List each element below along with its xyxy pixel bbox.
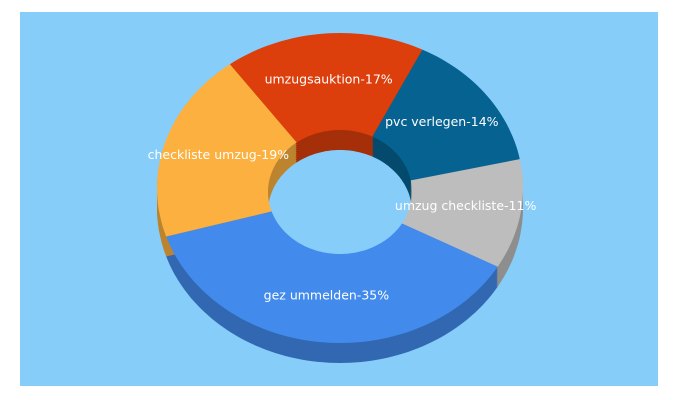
slices: [157, 33, 523, 343]
slice-label: gez ummelden-35%: [264, 287, 390, 302]
slice: [229, 33, 423, 143]
slice: [402, 159, 523, 267]
slice: [372, 49, 520, 181]
slice: [166, 211, 498, 343]
slice: [157, 64, 297, 237]
slice-label: umzugsauktion-17%: [265, 71, 393, 86]
slice-label: checkliste umzug-19%: [148, 147, 290, 162]
labels: umzugsauktion-17% pvc verlegen-14% umzug c…: [148, 71, 537, 302]
slice-label: umzug checkliste-11%: [395, 198, 537, 213]
slice-label: pvc verlegen-14%: [385, 114, 499, 129]
